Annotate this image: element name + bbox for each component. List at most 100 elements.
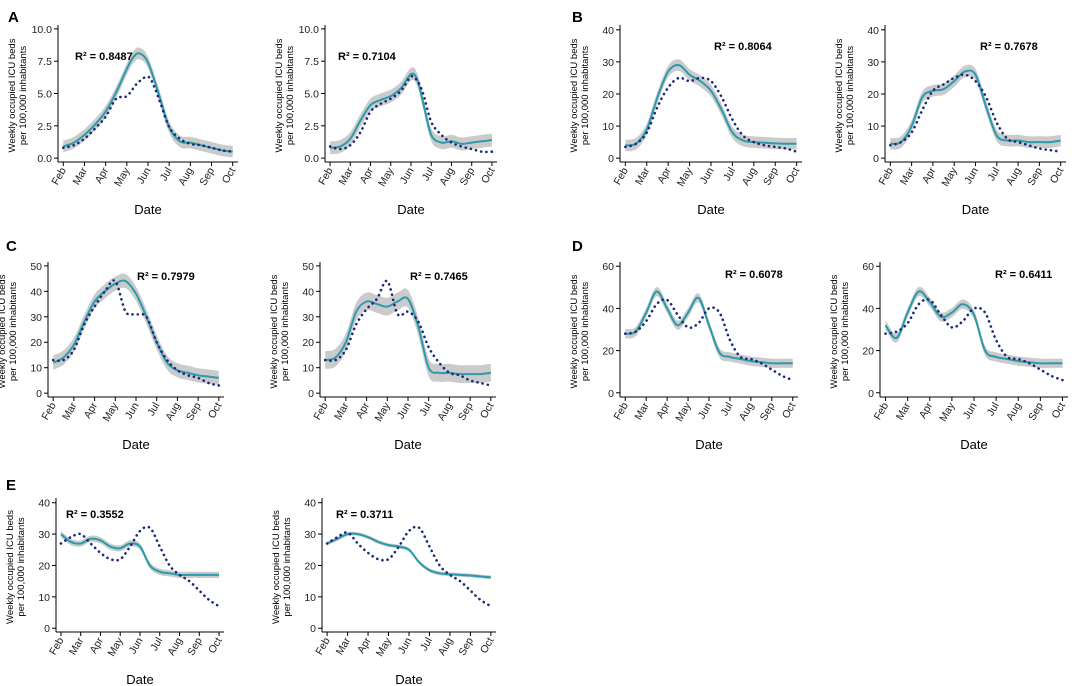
chart-panel-4: 0 10 20 30 40 Feb Mar Apr May Jun Jul Aug Sep Oct Date… — [834, 25, 1066, 217]
chart-panel-8: 0 20 40 60 Feb Mar Apr May Jun Jul Aug Sep Oct Date We… — [829, 261, 1068, 452]
x-tick-label: Feb — [316, 165, 336, 187]
x-tick-label: Apr — [358, 165, 377, 186]
fitted-line — [625, 64, 797, 147]
x-tick-label: Sep — [456, 635, 476, 657]
x-axis-label: Date — [134, 202, 161, 217]
y-tick-label: 40 — [862, 303, 874, 315]
observed-dotted-line — [325, 525, 493, 608]
y-axis-label-line: per 100,000 inhabitants — [285, 46, 296, 146]
y-tick-label: 30 — [602, 57, 614, 69]
x-tick-label: Oct — [206, 400, 225, 420]
x-tick-label: Mar — [898, 165, 918, 187]
fitted-line — [890, 69, 1061, 145]
x-tick-label: Jul — [148, 636, 165, 654]
chart-panel-3: B 0 10 20 30 40 Feb Mar Apr May Jun Jul Aug Sep Oct Dat… — [569, 9, 802, 217]
y-axis-label-line: Weekly occupied ICU beds — [5, 510, 16, 624]
r-squared-label: R² = 0.6078 — [725, 269, 783, 281]
y-axis-label-line: Weekly occupied ICU beds — [569, 274, 580, 388]
x-tick-label: Jun — [127, 635, 146, 656]
x-tick-label: Jul — [420, 166, 437, 184]
y-tick-label: 0 — [868, 388, 874, 400]
x-tick-label: Jul — [417, 401, 434, 419]
r-squared-label: R² = 0.3711 — [336, 509, 393, 521]
y-tick-label: 10 — [304, 592, 316, 604]
y-tick-label: 20 — [867, 89, 879, 101]
y-axis-label-line: Weekly occupied ICU beds — [569, 38, 580, 152]
r-squared-label: R² = 0.7678 — [980, 41, 1038, 53]
x-tick-label: Aug — [1004, 400, 1024, 422]
x-tick-label: Aug — [163, 400, 183, 422]
confidence-band — [63, 47, 233, 158]
x-axis-label: Date — [126, 672, 153, 686]
y-axis-label-line: per 100,000 inhabitants — [282, 517, 293, 617]
x-axis-label: Date — [395, 672, 422, 686]
x-tick-label: May — [106, 635, 127, 659]
fitted-line — [625, 290, 793, 365]
chart-panel-2: 0.0 2.5 5.0 7.5 10.0 Feb Mar Apr May Jun Jul Aug Sep… — [274, 24, 498, 217]
confidence-band — [60, 531, 220, 579]
y-tick-label: 10.0 — [299, 24, 320, 36]
x-tick-label: Jul — [145, 401, 162, 419]
x-tick-label: Aug — [176, 165, 196, 187]
x-axis-label: Date — [697, 202, 724, 217]
y-axis-label: Weekly occupied ICU bedsper 100,000 inha… — [5, 510, 27, 624]
r-squared-label: R² = 0.7104 — [338, 51, 397, 63]
y-axis-label-line: per 100,000 inhabitants — [280, 282, 291, 382]
x-tick-label: Jul — [158, 166, 175, 184]
y-tick-label: 30 — [304, 529, 316, 541]
panel-letter: A — [8, 9, 19, 26]
x-tick-label: Aug — [435, 400, 455, 422]
x-tick-label: Sep — [197, 165, 217, 187]
y-tick-label: 20 — [38, 560, 50, 572]
y-axis-label: Weekly occupied ICU bedsper 100,000 inha… — [834, 38, 856, 152]
x-axis-label: Date — [960, 437, 987, 452]
x-tick-label: May — [939, 165, 960, 189]
x-tick-label: Oct — [1050, 400, 1069, 420]
x-tick-label: Mar — [334, 635, 354, 657]
y-axis-label-line: Weekly occupied ICU beds — [829, 274, 840, 388]
x-tick-label: Oct — [784, 165, 803, 185]
x-tick-label: Jun — [135, 165, 154, 186]
fitted-line — [326, 532, 492, 579]
x-tick-label: Mar — [332, 400, 352, 422]
x-tick-label: Mar — [632, 400, 652, 422]
y-tick-label: 30 — [38, 529, 50, 541]
y-axis-label: Weekly occupied ICU bedsper 100,000 inha… — [569, 38, 591, 152]
y-tick-label: 5.0 — [304, 89, 319, 101]
y-tick-label: 0 — [44, 623, 50, 635]
y-tick-label: 50 — [302, 261, 314, 273]
confidence-band — [890, 64, 1061, 150]
x-tick-label: Aug — [436, 635, 456, 657]
y-tick-label: 2.5 — [304, 121, 319, 133]
chart-panel-7: D 0 20 40 60 Feb Mar Apr May Jun Jul Aug Sep Oct Date W… — [569, 238, 798, 452]
y-tick-label: 40 — [302, 286, 314, 298]
x-tick-label: Apr — [917, 400, 936, 421]
x-tick-label: Oct — [206, 635, 225, 655]
x-tick-label: Apr — [93, 165, 112, 186]
x-tick-label: May — [374, 635, 395, 659]
y-tick-label: 60 — [602, 261, 614, 273]
fitted-line — [62, 52, 233, 153]
panel-letter: C — [6, 238, 17, 255]
x-tick-label: Jul — [418, 636, 435, 654]
x-tick-label: May — [937, 400, 958, 424]
x-tick-label: Sep — [184, 400, 204, 422]
x-tick-label: Feb — [611, 400, 631, 422]
fitted-line — [884, 290, 1063, 365]
x-axis-label: Date — [695, 437, 722, 452]
x-tick-label: Sep — [758, 400, 778, 422]
x-tick-label: Mar — [60, 400, 80, 422]
x-tick-label: Jun — [696, 400, 715, 421]
observed-dotted-line — [623, 298, 795, 382]
fitted-line — [324, 296, 491, 376]
x-tick-label: Mar — [67, 635, 87, 657]
observed-dotted-line — [62, 75, 234, 153]
x-tick-label: Apr — [88, 635, 107, 656]
observed-dotted-line — [323, 279, 493, 387]
x-tick-label: Feb — [39, 400, 59, 422]
x-tick-label: Sep — [761, 165, 781, 187]
y-tick-label: 20 — [602, 89, 614, 101]
y-tick-label: 10 — [867, 121, 879, 133]
x-tick-label: Feb — [49, 165, 69, 187]
y-axis-label-line: Weekly occupied ICU beds — [274, 38, 285, 152]
